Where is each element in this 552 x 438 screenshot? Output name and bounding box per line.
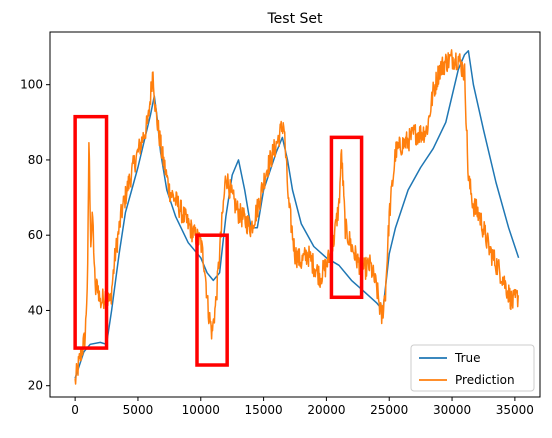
y-tick-label: 20	[28, 379, 43, 393]
y-tick-label: 100	[20, 78, 43, 92]
x-tick-label: 0	[71, 403, 79, 417]
chart-title: Test Set	[266, 11, 323, 27]
y-tick-label: 60	[28, 228, 43, 242]
legend-label-prediction: Prediction	[455, 373, 515, 387]
annotation-layer	[73, 114, 364, 367]
highlight-box-3	[329, 135, 364, 300]
x-tick-label: 15000	[244, 403, 282, 417]
legend-label-true: True	[454, 351, 481, 365]
series-layer	[74, 49, 520, 385]
y-tick-label: 80	[28, 153, 43, 167]
highlight-box-1	[73, 114, 109, 350]
x-axis: 0 5000 10000 15000 20000 25000 30000 35000	[71, 397, 534, 417]
x-tick-label: 25000	[370, 403, 408, 417]
y-axis: 20 40 60 80 100	[20, 78, 50, 393]
plot-frame	[49, 31, 541, 398]
x-tick-label: 30000	[433, 403, 471, 417]
series-prediction-line	[74, 49, 520, 385]
legend: True Prediction	[410, 344, 535, 392]
x-tick-label: 35000	[496, 403, 534, 417]
highlight-box-2	[195, 233, 229, 367]
x-tick-label: 10000	[182, 403, 220, 417]
x-tick-label: 20000	[307, 403, 345, 417]
y-tick-label: 40	[28, 303, 43, 317]
x-tick-label: 5000	[123, 403, 154, 417]
